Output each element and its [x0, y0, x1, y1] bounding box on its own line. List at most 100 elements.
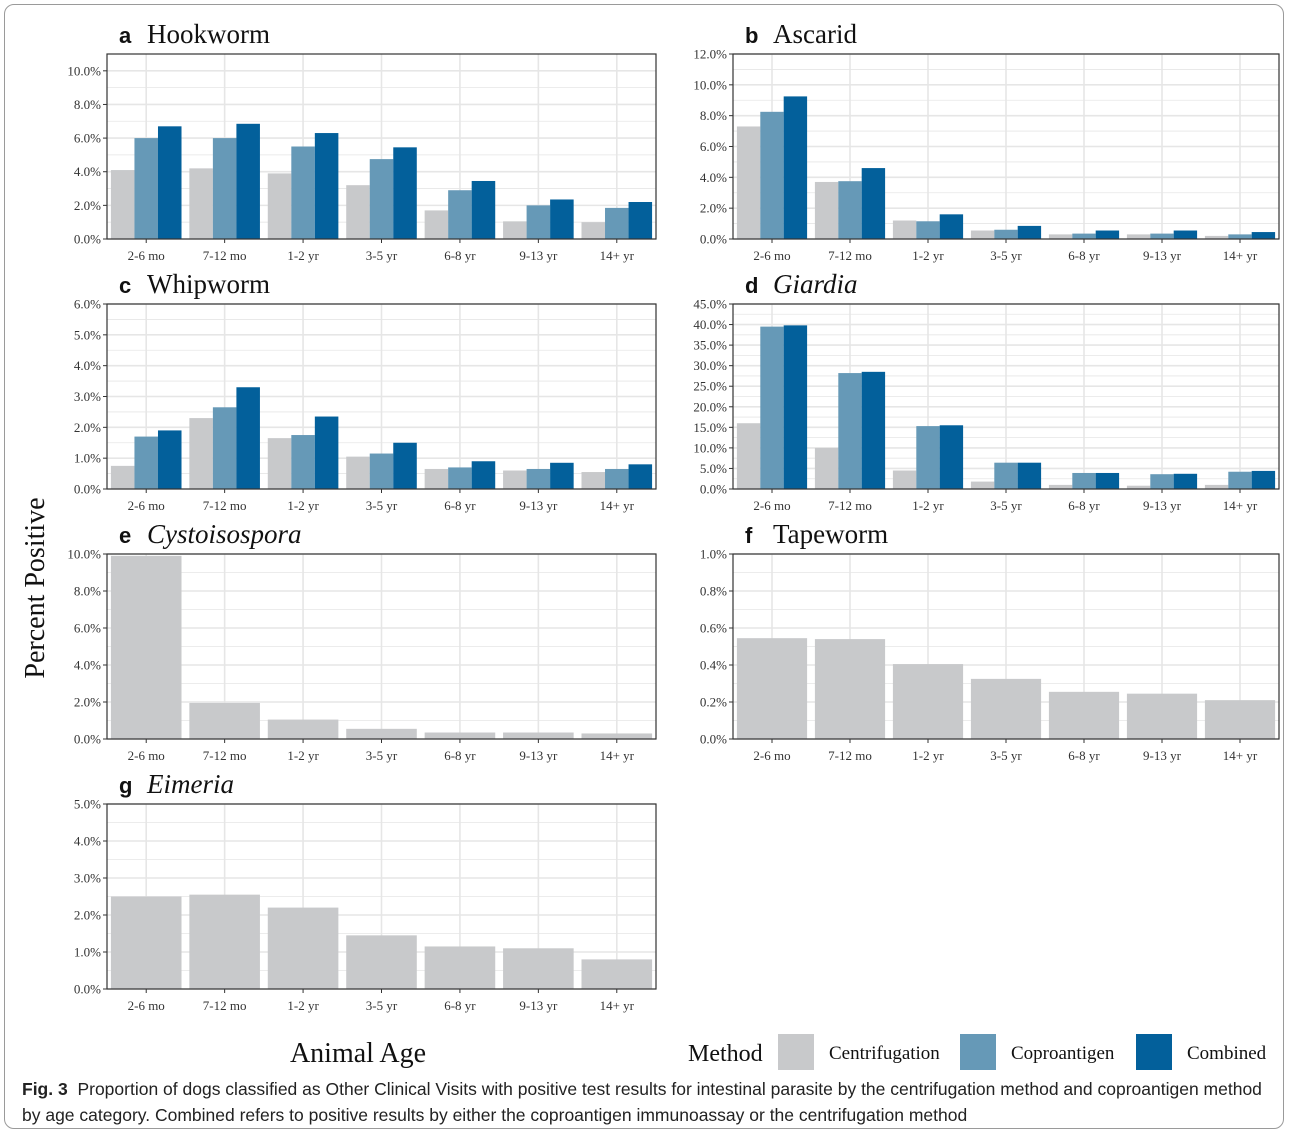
bar-coproantigen-5	[526, 205, 551, 239]
x-tick-label: 9-13 yr	[519, 248, 558, 263]
panel-letter: b	[745, 23, 758, 48]
bar-coproantigen-2	[916, 221, 940, 239]
y-tick-label: 45.0%	[693, 297, 727, 312]
panel-title: Giardia	[773, 269, 858, 299]
caption-text: Proportion of dogs classified as Other C…	[22, 1079, 1262, 1125]
x-tick-label: 7-12 mo	[203, 248, 247, 263]
x-tick-label: 7-12 mo	[828, 248, 872, 263]
y-tick-label: 8.0%	[700, 108, 727, 123]
bar-combined-3	[1017, 462, 1042, 489]
x-tick-label: 9-13 yr	[1143, 498, 1182, 513]
legend-label-coproantigen: Coproantigen	[1011, 1043, 1115, 1064]
bar-combined-3	[1017, 225, 1042, 239]
panel-a: a Hookworm 0.0% 2.0% 4.0% 6.0% 8.0% 10.0% 2-6 mo…	[67, 19, 657, 263]
panel-border	[732, 303, 1280, 490]
y-tick-label: 8.0%	[74, 97, 101, 112]
y-tick-label: 5.0%	[74, 327, 101, 342]
bar-centrifugation-2	[267, 438, 292, 490]
y-tick-label: 15.0%	[693, 420, 727, 435]
bar-centrifugation-0	[110, 896, 182, 989]
bar-combined-5	[1173, 473, 1198, 489]
bar-coproantigen-6	[1228, 471, 1252, 489]
bar-centrifugation-1	[189, 418, 213, 489]
y-tick-label: 4.0%	[74, 358, 101, 373]
bar-coproantigen-1	[212, 407, 237, 489]
bar-centrifugation-4	[424, 732, 496, 739]
bar-combined-1	[861, 371, 886, 489]
y-tick-label: 0.0%	[700, 732, 727, 747]
y-tick-label: 2.0%	[74, 198, 101, 213]
y-tick-label: 0.0%	[74, 232, 101, 247]
x-tick-label: 7-12 mo	[203, 498, 247, 513]
bar-centrifugation-2	[267, 173, 292, 239]
panel-d: d Giardia 0.0% 5.0% 10.0% 15.0% 20.0% 25.0% 30.0…	[693, 269, 1280, 513]
x-tick-label: 1-2 yr	[287, 998, 319, 1013]
y-tick-label: 30.0%	[693, 358, 727, 373]
bar-coproantigen-3	[369, 159, 394, 239]
bar-centrifugation-6	[1204, 484, 1229, 489]
x-tick-label: 2-6 mo	[753, 748, 790, 763]
legend-swatch-combined	[1136, 1034, 1172, 1070]
y-tick-label: 4.0%	[74, 834, 101, 849]
bar-centrifugation-5	[503, 948, 574, 989]
y-tick-label: 3.0%	[74, 871, 101, 886]
x-tick-label: 3-5 yr	[366, 748, 398, 763]
x-tick-label: 3-5 yr	[366, 498, 398, 513]
bar-centrifugation-4	[424, 468, 449, 489]
y-tick-label: 10.0%	[693, 77, 727, 92]
y-tick-label: 1.0%	[700, 547, 727, 562]
y-tick-label: 0.0%	[74, 482, 101, 497]
x-tick-label: 7-12 mo	[203, 748, 247, 763]
bar-combined-4	[471, 180, 496, 239]
x-tick-label: 3-5 yr	[990, 248, 1022, 263]
y-tick-label: 12.0%	[693, 47, 727, 62]
x-tick-label: 14+ yr	[1223, 248, 1258, 263]
x-tick-label: 14+ yr	[600, 748, 635, 763]
y-tick-label: 6.0%	[74, 297, 101, 312]
x-tick-label: 9-13 yr	[519, 748, 558, 763]
bar-centrifugation-3	[970, 481, 995, 489]
bar-coproantigen-1	[838, 373, 862, 489]
bar-centrifugation-6	[1204, 700, 1276, 739]
bar-combined-0	[783, 325, 808, 489]
bar-combined-6	[1251, 232, 1276, 239]
x-tick-label: 7-12 mo	[828, 498, 872, 513]
bar-centrifugation-1	[814, 639, 886, 739]
x-axis-title: Animal Age	[290, 1038, 426, 1069]
bar-centrifugation-6	[1204, 235, 1229, 239]
y-tick-label: 10.0%	[67, 63, 101, 78]
x-tick-label: 6-8 yr	[444, 998, 476, 1013]
bar-combined-2	[939, 214, 964, 239]
bar-combined-5	[550, 199, 574, 239]
bar-combined-6	[1251, 470, 1276, 489]
bar-combined-0	[783, 96, 808, 240]
bar-coproantigen-5	[1150, 474, 1174, 489]
x-tick-label: 14+ yr	[1223, 498, 1258, 513]
x-tick-label: 3-5 yr	[990, 498, 1022, 513]
bar-centrifugation-5	[503, 732, 574, 739]
bar-coproantigen-2	[916, 426, 940, 489]
bar-coproantigen-6	[605, 207, 629, 239]
panel-letter: c	[119, 273, 131, 298]
x-tick-label: 9-13 yr	[519, 498, 558, 513]
bar-centrifugation-3	[346, 456, 370, 490]
bar-centrifugation-3	[346, 728, 417, 739]
bar-coproantigen-0	[760, 326, 784, 489]
x-tick-label: 2-6 mo	[753, 248, 790, 263]
panel-b: b Ascarid 0.0% 2.0% 4.0% 6.0% 8.0% 10.0% 12.0% 2-…	[693, 19, 1280, 263]
panel-letter: a	[119, 23, 132, 48]
panel-border	[106, 803, 657, 990]
bar-combined-1	[236, 123, 260, 239]
bar-centrifugation-4	[424, 946, 496, 989]
panel-letter: e	[119, 523, 131, 548]
bar-combined-6	[628, 464, 653, 489]
bar-centrifugation-5	[503, 221, 527, 239]
bar-centrifugation-6	[581, 222, 606, 239]
bar-combined-5	[1173, 230, 1198, 239]
x-tick-label: 1-2 yr	[287, 748, 319, 763]
bar-centrifugation-6	[581, 959, 653, 989]
bar-coproantigen-1	[838, 181, 862, 239]
x-tick-label: 14+ yr	[600, 998, 635, 1013]
x-tick-label: 6-8 yr	[444, 748, 476, 763]
bar-centrifugation-3	[970, 230, 995, 239]
